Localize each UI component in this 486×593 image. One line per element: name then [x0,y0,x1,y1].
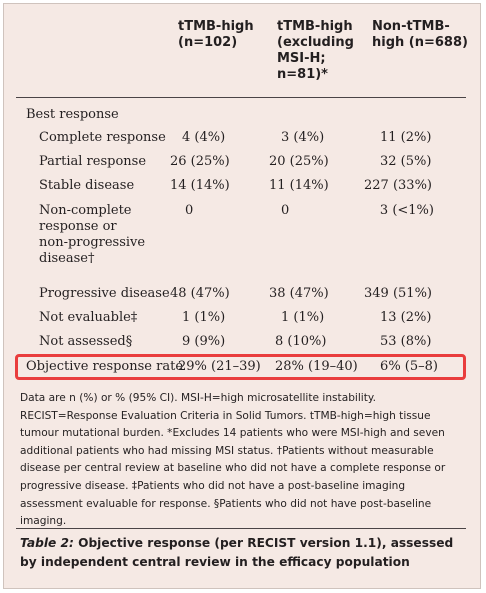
table-cell: 1 (1%) [182,310,226,325]
orr-highlight-box [15,354,466,380]
table-caption: Table 2: Objective response (per RECIST … [20,534,470,572]
table-footnotes: Data are n (%) or % (95% CI). MSI-H=high… [20,392,446,528]
column-header-ttmb-high-excl-msi: tTMB-high (excluding MSI-H; n=81)* [277,19,354,82]
row-label: Not assessed§ [39,334,133,349]
column-header-ttmb-high: tTMB-high (n=102) [178,19,254,50]
table-cell: 38 (47%) [269,286,329,301]
table-cell: 4 (4%) [182,130,226,145]
caption-prefix: Table 2: [20,536,74,550]
table-cell: 20 (25%) [269,154,329,169]
table-cell: 26 (25%) [170,154,230,169]
table-cell: 349 (51%) [364,286,432,301]
orr-label: Objective response rate [26,359,184,374]
orr-cell: 28% (19–40) [275,359,358,374]
table-cell: 0 [281,203,290,218]
table-cell: 3 (4%) [281,130,325,145]
row-label: Not evaluable‡ [39,310,138,325]
row-label: Complete response [39,130,166,145]
row-label: Non-complete response or non-progressive… [39,203,146,266]
orr-cell: 29% (21–39) [178,359,261,374]
table-panel [3,3,481,589]
row-label: Partial response [39,154,147,169]
header-divider [16,97,466,98]
table-cell: 11 (14%) [269,178,329,193]
table-cell: 11 (2%) [380,130,432,145]
table-cell: 8 (10%) [275,334,327,349]
table-cell: 227 (33%) [364,178,432,193]
table-cell: 48 (47%) [170,286,230,301]
table-cell: 13 (2%) [380,310,432,325]
table-cell: 14 (14%) [170,178,230,193]
row-label: Stable disease [39,178,135,193]
table-cell: 3 (<1%) [379,203,434,218]
column-header-non-ttmb-high: Non-tTMB- high (n=688) [372,19,468,50]
caption-text: Objective response (per RECIST version 1… [20,536,454,569]
caption-divider [16,528,466,529]
row-label: Progressive disease [39,286,170,301]
section-label: Best response [26,107,119,122]
table-cell: 1 (1%) [281,310,325,325]
table-cell: 0 [185,203,194,218]
orr-cell: 6% (5–8) [380,359,438,374]
table-cell: 9 (9%) [182,334,226,349]
table-cell: 32 (5%) [380,154,432,169]
table-cell: 53 (8%) [380,334,432,349]
